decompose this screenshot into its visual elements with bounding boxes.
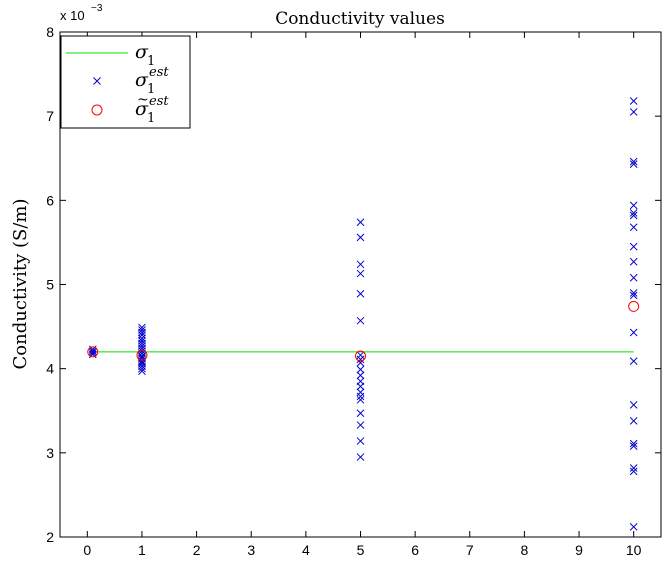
y-tick-label: 2: [46, 529, 54, 545]
estimate-point: [88, 348, 97, 357]
legend-superscript: est: [149, 65, 169, 80]
mean-estimate-point: [355, 350, 366, 362]
x-tick-label: 9: [575, 542, 583, 558]
y-multiplier-base: x 10: [60, 8, 85, 23]
estimate-point: [356, 269, 365, 278]
estimate-point: [356, 421, 365, 429]
x-tick-label: 7: [466, 542, 474, 558]
legend-symbol: σ: [135, 69, 149, 91]
estimate-point: [629, 328, 638, 337]
estimate-point: [356, 260, 365, 269]
estimate-point: [88, 347, 97, 355]
estimate-point: [629, 273, 638, 282]
x-tick-label: 2: [193, 542, 201, 558]
estimate-point: [629, 291, 638, 300]
legend-superscript: est: [149, 94, 169, 109]
estimate-point: [138, 326, 146, 334]
estimate-point: [138, 334, 146, 343]
mean-estimate-point: [628, 300, 640, 312]
legend-label-3: σ~1 est: [135, 92, 169, 126]
legend-subscript: 1: [147, 54, 155, 69]
y-multiplier-exponent: −3: [91, 3, 103, 14]
x-tick-label: 10: [626, 542, 642, 558]
estimate-point: [629, 523, 638, 531]
y-multiplier: x 10 −3: [60, 3, 103, 23]
estimate-point: [629, 223, 638, 232]
y-tick-label: 5: [46, 277, 54, 293]
estimate-point: [629, 211, 638, 220]
estimate-point: [138, 337, 146, 345]
estimate-point: [356, 289, 365, 298]
estimate-point: [356, 453, 365, 461]
x-tick-label: 8: [521, 542, 529, 558]
estimate-point: [356, 377, 365, 386]
estimate-point: [356, 388, 365, 397]
x-tick-label: 6: [411, 542, 419, 558]
chart-title: Conductivity values: [275, 9, 445, 29]
estimate-point: [356, 437, 365, 445]
mean-estimate-point: [136, 349, 148, 361]
estimate-point: [629, 160, 638, 168]
estimate-point: [629, 416, 638, 425]
legend-subscript: 1: [147, 111, 155, 126]
estimate-point: [629, 257, 638, 266]
estimate-point: [356, 409, 365, 418]
legend-sample-circle: [91, 104, 103, 116]
mean-estimate-point: [87, 346, 99, 358]
estimate-point: [629, 157, 638, 166]
estimate-point: [138, 323, 146, 332]
estimate-point: [629, 289, 638, 297]
ticks-layer: 0 1 2 3 4 5 6 7 8 9 10 2 3 4 5 6 7 8: [46, 24, 661, 558]
estimate-point: [356, 316, 365, 325]
estimate-point: [356, 351, 365, 360]
y-tick-label: 8: [46, 24, 54, 40]
estimate-point: [629, 467, 638, 476]
estimate-point: [356, 233, 365, 242]
y-tick-label: 4: [46, 361, 54, 377]
x-tick-label: 3: [247, 542, 255, 558]
estimate-point: [629, 108, 638, 116]
series-layer: [87, 97, 640, 531]
x-tick-label: 4: [302, 542, 310, 558]
estimate-point: [629, 209, 638, 217]
estimate-point: [629, 464, 638, 472]
legend-box: [60, 35, 191, 129]
estimate-point: [629, 97, 638, 105]
y-axis-label: Conductivity (S/m): [10, 199, 31, 370]
estimate-point: [629, 242, 638, 251]
legend-sample-x: [93, 77, 101, 85]
estimate-point: [629, 401, 638, 409]
legend-tilde: ~: [137, 92, 149, 108]
x-tick-label: 5: [357, 542, 365, 558]
legend-symbol: σ: [135, 41, 149, 63]
y-tick-label: 6: [46, 192, 54, 208]
estimate-point: [629, 201, 638, 210]
estimate-point: [629, 357, 638, 365]
legend-label-2: σ 1 est: [135, 65, 169, 97]
estimate-point: [629, 442, 638, 450]
estimate-point: [356, 371, 365, 380]
x-tick-label: 0: [83, 542, 91, 558]
y-tick-label: 7: [46, 108, 54, 124]
estimate-point: [356, 395, 365, 404]
estimate-point: [629, 439, 638, 448]
y-tick-label: 3: [46, 445, 54, 461]
estimate-point: [356, 365, 365, 374]
legend-subscript: 1: [147, 82, 155, 97]
x-tick-label: 1: [138, 542, 146, 558]
legend-symbol: σ: [135, 98, 149, 120]
estimate-point: [356, 218, 365, 227]
